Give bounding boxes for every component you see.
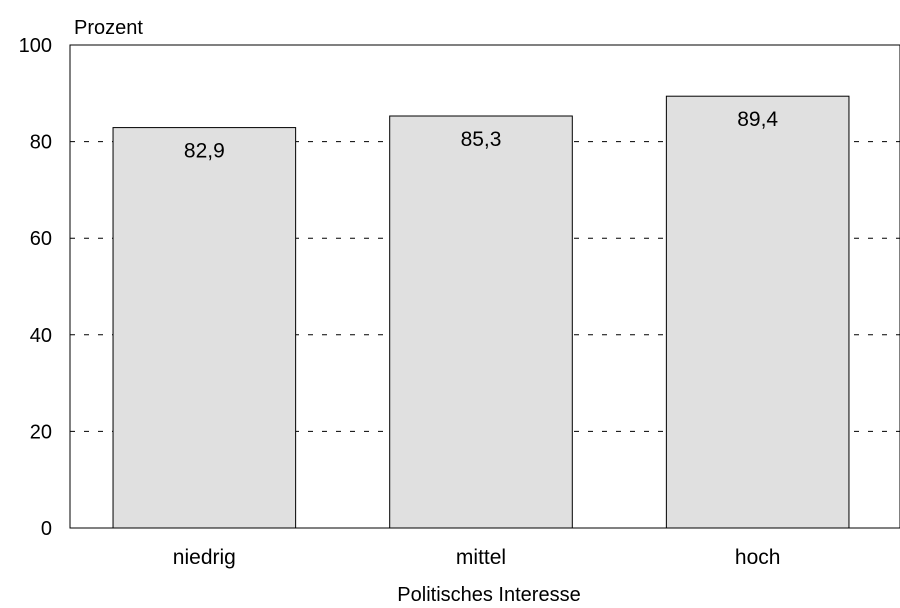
bar-value-label: 89,4 [737, 108, 778, 131]
y-tick-label: 80 [30, 132, 52, 154]
y-axis-ticks: 0 20 40 60 80 100 [19, 35, 52, 540]
x-category-label: hoch [735, 546, 781, 569]
y-tick-label: 0 [41, 518, 52, 540]
y-tick-label: 20 [30, 421, 52, 443]
bar-value-label: 85,3 [461, 128, 502, 151]
y-tick-label: 40 [30, 325, 52, 347]
y-tick-label: 60 [30, 228, 52, 250]
y-tick-label: 100 [19, 35, 52, 57]
x-category-label: mittel [456, 546, 506, 569]
bars: 82,9 85,3 89,4 [112, 95, 850, 529]
bar-mittel [389, 115, 573, 529]
x-axis-title: Politisches Interesse [397, 584, 580, 606]
bar-hoch [665, 95, 850, 529]
plot-frame [69, 44, 900, 529]
y-axis-title: Prozent [74, 17, 143, 39]
x-category-label: niedrig [173, 546, 236, 569]
x-axis-categories: niedrig mittel hoch [173, 546, 781, 569]
bar-value-label: 82,9 [184, 140, 225, 163]
bar-niedrig [112, 127, 297, 529]
